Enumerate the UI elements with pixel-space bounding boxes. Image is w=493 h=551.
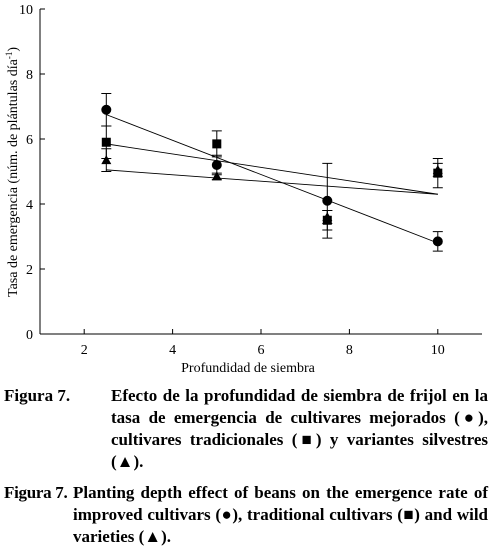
trend-lines [106,114,438,244]
y-tick-label: 10 [19,3,33,18]
triangle-trend-line [106,169,438,195]
y-tick-label: 8 [26,68,33,83]
triangle-point [211,171,222,181]
caption-english: Figura 7. Planting depth effect of beans… [4,482,488,548]
circle-point [432,236,443,247]
circle-point [211,160,222,170]
y-axis-label-exponent: -1 [4,52,14,60]
error-bars [101,93,443,252]
x-tick-label: 2 [81,343,88,358]
y-tick-label: 4 [26,198,33,213]
y-tick-label: 2 [26,263,33,278]
square-point [101,137,111,147]
y-axis-label: Tasa de emergencia (núm. de plántulas dí… [4,47,21,297]
circle-point [322,195,333,206]
caption-spanish: Figura 7. Efecto de la profundidad de si… [4,385,488,473]
x-tick-label: 8 [346,343,353,358]
x-tick-label: 6 [258,343,265,358]
square-trend-line [106,143,438,195]
y-axis-label-close: ) [6,47,21,52]
caption-spanish-label: Figura 7. [4,386,71,405]
emergence-rate-chart: 0 2 4 6 8 10 2 4 6 8 10 Profundidad de siembra Tas… [4,3,482,376]
x-tick-label: 10 [431,343,445,358]
square-point [212,139,222,149]
data-markers [101,104,443,247]
triangle-point [101,155,112,165]
x-axis-label: Profundidad de siembra [181,361,316,376]
y-tick-label: 0 [26,328,33,343]
caption-english-text: Planting depth effect of beans on the em… [73,483,488,546]
y-axis-label-main: Tasa de emergencia (núm. de plántulas dí… [6,58,21,297]
caption-spanish-text: Efecto de la profundidad de siembra de f… [111,386,488,471]
caption-english-label: Figura 7. [4,483,68,502]
axes: 0 2 4 6 8 10 2 4 6 8 10 [19,3,482,358]
x-tick-label: 4 [169,343,176,358]
y-tick-label: 6 [26,133,33,148]
circle-trend-line [106,114,438,244]
triangle-point [432,164,443,174]
circle-point [101,104,112,115]
triangle-point [322,212,333,221]
